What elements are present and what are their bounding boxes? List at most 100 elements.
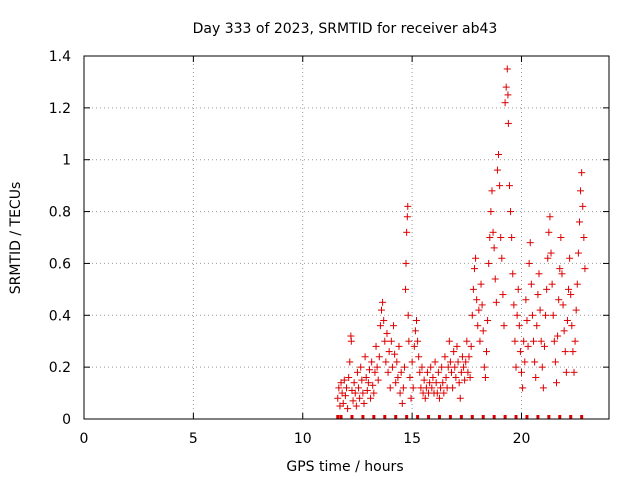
- data-point: [461, 376, 469, 384]
- data-point: [532, 374, 540, 382]
- data-point: [540, 342, 548, 350]
- data-point: [501, 99, 509, 107]
- data-point: [481, 374, 489, 382]
- data-point: [394, 374, 402, 382]
- data-point: [535, 270, 543, 278]
- data-point: [360, 399, 368, 407]
- data-point: [428, 384, 436, 392]
- data-point: [379, 298, 387, 306]
- data-point: [531, 358, 539, 366]
- y-tick-label: 1.4: [49, 49, 71, 65]
- data-point: [404, 311, 412, 319]
- data-point: [519, 384, 527, 392]
- data-point: [468, 311, 476, 319]
- data-point: [451, 363, 459, 371]
- data-point: [467, 342, 475, 350]
- data-point: [413, 316, 420, 324]
- data-point: [383, 329, 391, 337]
- data-point: [409, 384, 417, 392]
- data-point: [365, 366, 373, 374]
- data-point: [388, 363, 396, 371]
- data-point: [511, 337, 519, 345]
- data-point: [524, 342, 532, 350]
- data-point: [537, 337, 545, 345]
- data-point: [446, 358, 454, 366]
- data-point: [496, 182, 504, 190]
- y-tick-label: 0: [62, 412, 71, 428]
- data-point: [580, 234, 588, 241]
- data-point: [533, 322, 541, 330]
- data-point: [441, 353, 449, 361]
- data-point: [470, 265, 478, 273]
- data-point: [427, 363, 435, 371]
- data-point: [490, 244, 498, 252]
- data-point: [456, 394, 464, 402]
- data-point: [368, 358, 376, 366]
- data-point: [466, 374, 474, 382]
- data-point: [538, 363, 546, 371]
- data-point: [483, 348, 490, 356]
- data-point: [418, 363, 426, 371]
- data-point: [557, 234, 565, 241]
- grid-lines: [84, 56, 609, 419]
- data-point: [434, 368, 442, 376]
- x-tick-label: 15: [403, 431, 421, 447]
- data-point: [347, 337, 355, 345]
- data-point: [474, 322, 482, 330]
- y-tick-label: 0.6: [49, 256, 71, 272]
- data-point: [566, 254, 574, 262]
- data-point: [363, 386, 371, 394]
- data-point: [406, 374, 414, 382]
- data-point: [442, 374, 450, 382]
- data-point: [395, 342, 403, 350]
- data-point: [386, 384, 394, 392]
- data-point: [514, 285, 522, 293]
- data-rug: [336, 415, 584, 419]
- data-point: [568, 322, 576, 330]
- data-point: [357, 363, 365, 371]
- data-point: [373, 363, 381, 371]
- data-point: [484, 316, 492, 324]
- data-point: [403, 228, 411, 236]
- data-point: [546, 213, 554, 221]
- data-point: [530, 337, 538, 345]
- data-point: [526, 239, 534, 247]
- data-point: [353, 368, 361, 376]
- data-point: [508, 234, 516, 241]
- data-point: [415, 353, 423, 361]
- data-point: [356, 394, 364, 402]
- data-point: [344, 405, 352, 413]
- data-point: [454, 358, 462, 366]
- data-point: [560, 327, 568, 335]
- data-point: [435, 394, 443, 402]
- data-point: [433, 389, 441, 397]
- data-point: [512, 363, 520, 371]
- data-point: [392, 379, 400, 387]
- data-point: [504, 119, 512, 127]
- data-point: [407, 394, 415, 402]
- data-point: [437, 384, 445, 392]
- data-point: [504, 91, 512, 99]
- data-point: [465, 353, 473, 361]
- data-point: [431, 358, 439, 366]
- data-point: [545, 228, 553, 236]
- y-tick-label: 0.4: [49, 308, 71, 324]
- data-point: [525, 259, 533, 267]
- data-point: [352, 402, 360, 410]
- data-point: [507, 208, 515, 216]
- data-point: [361, 353, 369, 361]
- data-point: [335, 384, 343, 392]
- data-point: [475, 306, 483, 314]
- data-point: [367, 394, 375, 402]
- data-point: [450, 348, 458, 356]
- data-point: [439, 379, 447, 387]
- x-axis-label: GPS time / hours: [286, 459, 403, 475]
- data-point: [375, 353, 383, 361]
- data-point: [554, 332, 562, 340]
- data-point: [387, 337, 395, 345]
- data-point: [372, 342, 380, 350]
- data-point: [460, 363, 468, 371]
- data-point: [553, 379, 560, 387]
- data-point: [505, 182, 513, 190]
- data-point: [429, 374, 437, 382]
